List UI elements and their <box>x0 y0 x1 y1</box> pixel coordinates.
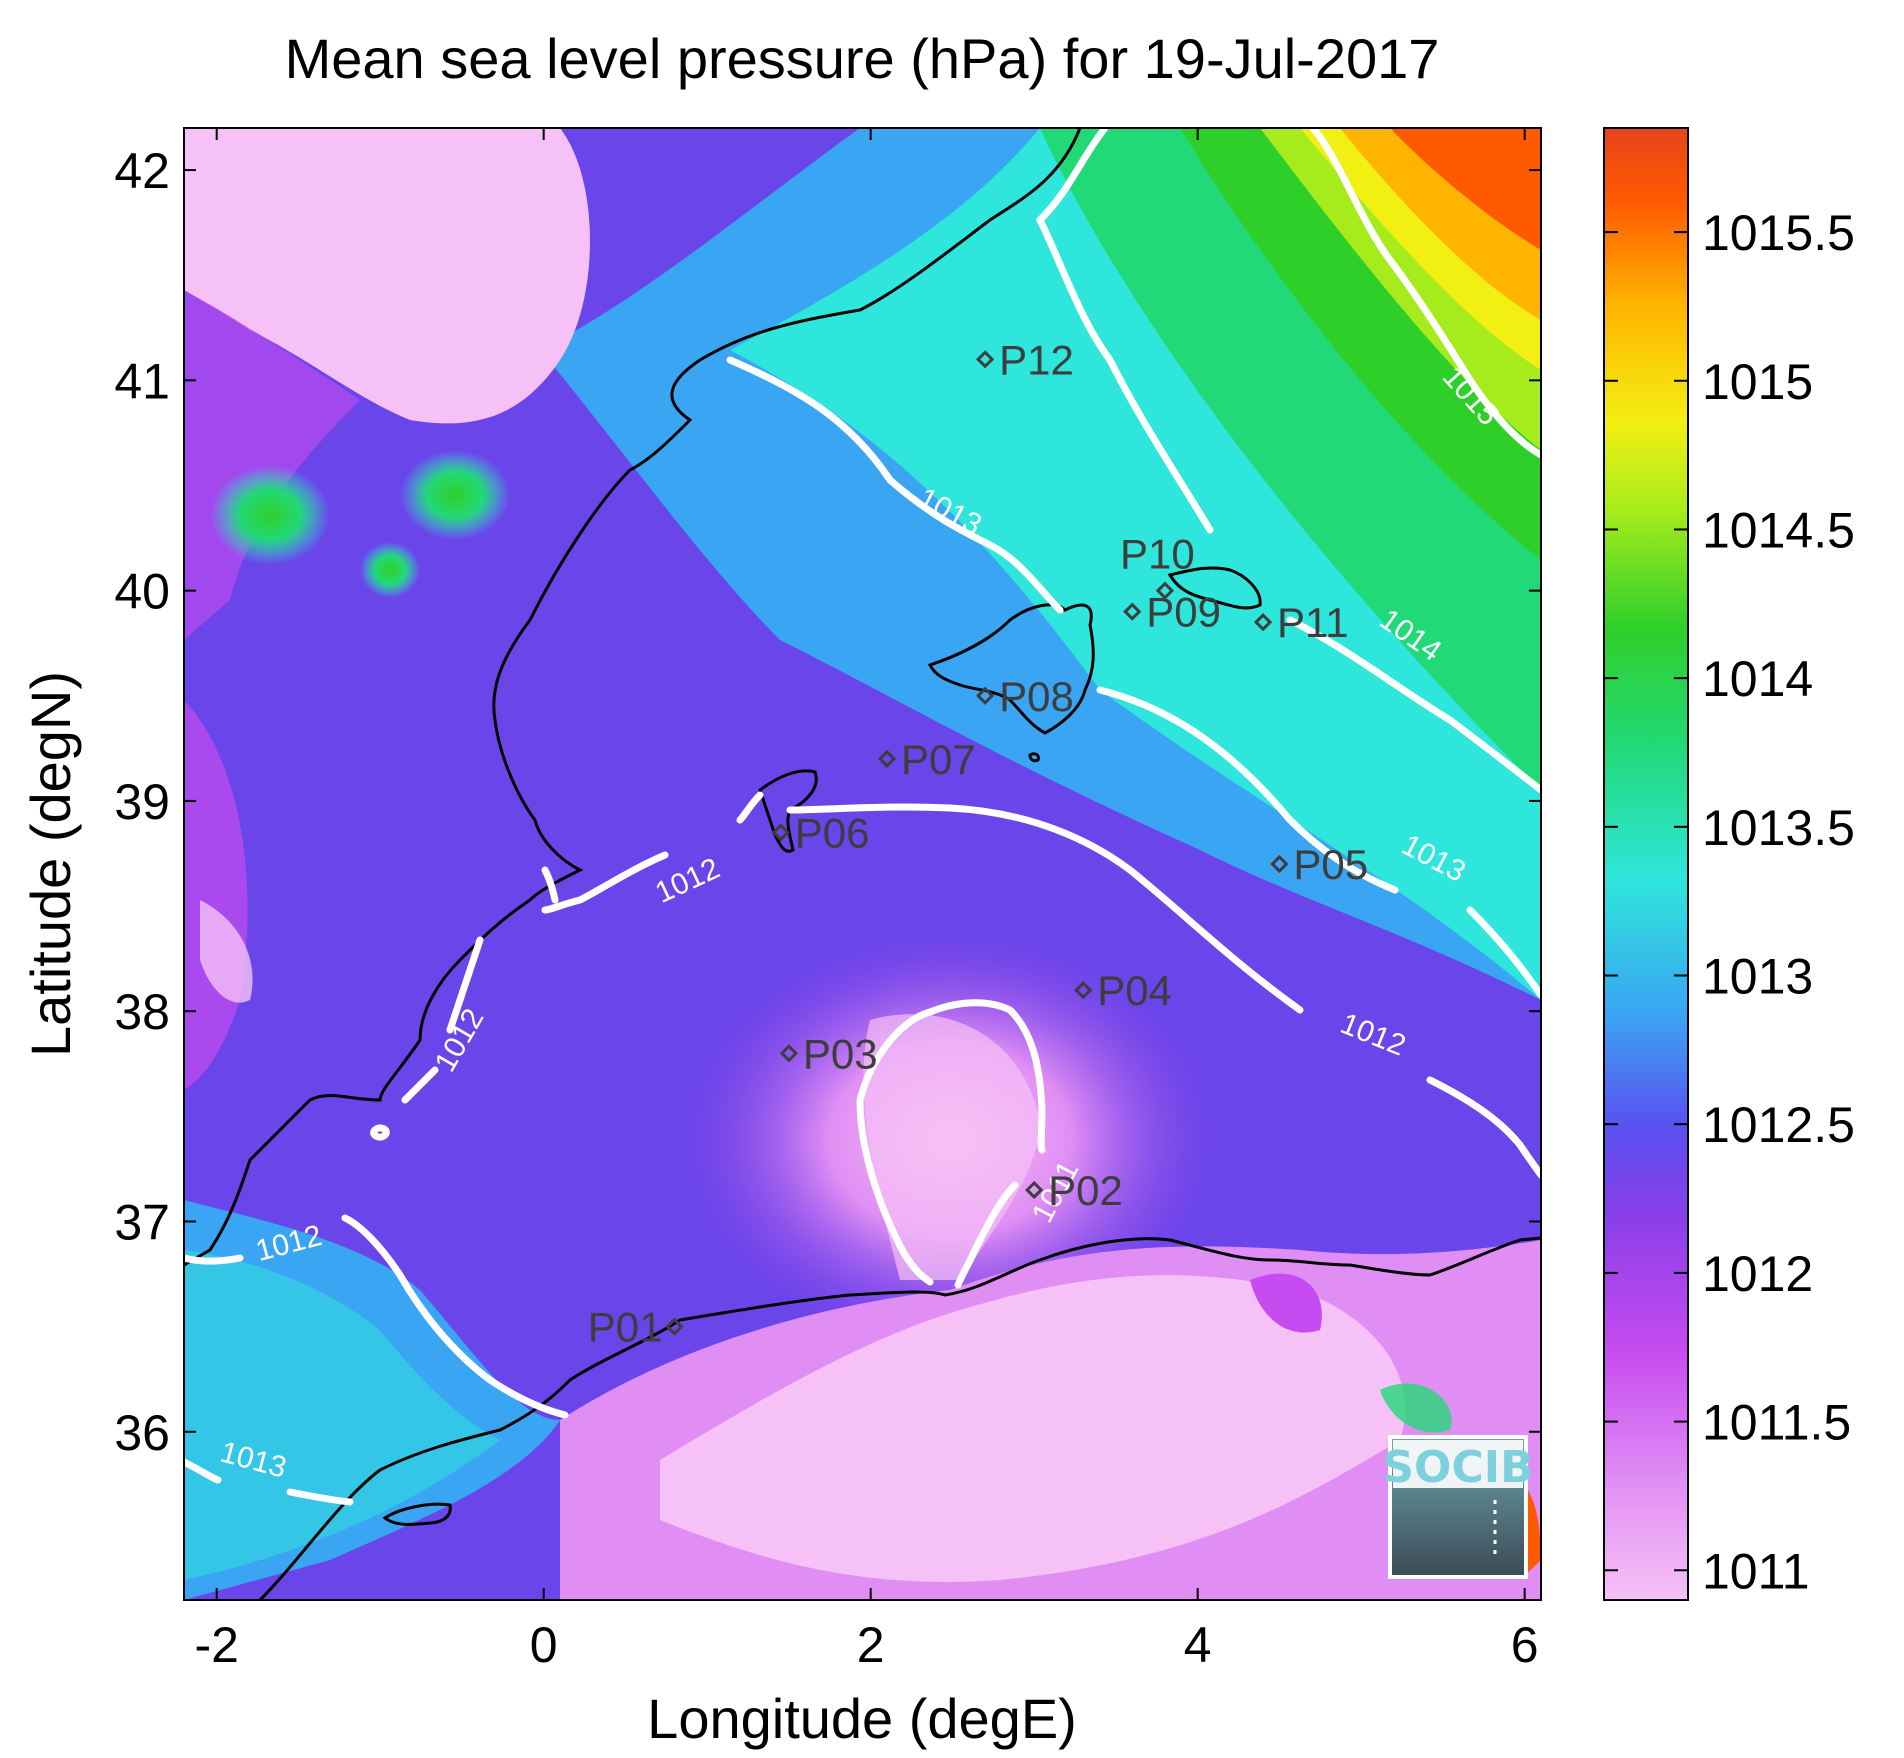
colorbar-tick-label: 1013 <box>1702 949 1813 1005</box>
station-marker <box>665 1317 684 1336</box>
station-marker <box>975 350 995 369</box>
colorbar-tick-label: 1012.5 <box>1702 1097 1855 1153</box>
logo-text: SOCIB <box>1382 1442 1533 1493</box>
x-tick-label: -2 <box>194 1617 238 1673</box>
y-tick-label: 39 <box>114 774 170 830</box>
station-marker <box>1123 602 1142 621</box>
station-marker <box>1253 613 1273 632</box>
y-tick-label: 36 <box>114 1405 170 1461</box>
y-tick-label: 41 <box>114 353 170 409</box>
x-tick-label: 0 <box>530 1617 558 1673</box>
pressure-field: 1013 1014 1015 1013 1012 1012 1012 1012 … <box>184 128 1541 1600</box>
colorbar-tick-label: 1013.5 <box>1702 800 1855 856</box>
station-marker <box>771 823 790 842</box>
station-label: P02 <box>1048 1167 1123 1214</box>
x-tick-label: 2 <box>857 1617 885 1673</box>
station-label: P04 <box>1097 967 1172 1014</box>
station-marker <box>1270 854 1289 874</box>
y-axis-ticks: 36 37 38 39 40 41 42 <box>114 143 1541 1461</box>
x-axis-label: Longitude (degE) <box>647 1687 1077 1750</box>
colorbar-tick-label: 1012 <box>1702 1246 1813 1302</box>
colorbar-tick-label: 1014.5 <box>1702 502 1855 558</box>
colorbar-tick-label: 1011 <box>1702 1543 1810 1599</box>
station-label: P01 <box>588 1304 663 1351</box>
station-label: P03 <box>803 1030 878 1077</box>
station-markers: P01 P02 P03 P04 P05 P06 P07 P08 P09 P10 P11 P12 <box>588 336 1368 1350</box>
station-marker <box>779 1044 799 1063</box>
station-marker <box>1025 1180 1044 1200</box>
plot-frame <box>183 127 1542 1601</box>
colorbar-tick-label: 1011.5 <box>1702 1395 1851 1451</box>
station-marker <box>1155 581 1175 600</box>
station-marker <box>877 749 897 768</box>
colorbar-tick-label: 1015.5 <box>1702 205 1855 261</box>
socib-logo: SOCIB <box>1382 1435 1534 1579</box>
station-label: P06 <box>795 809 870 856</box>
x-tick-label: 4 <box>1184 1617 1212 1673</box>
station-label: P08 <box>999 673 1074 720</box>
map-title: Mean sea level pressure (hPa) for 19-Jul… <box>285 27 1440 90</box>
x-tick-label: 6 <box>1511 1617 1539 1673</box>
station-label: P07 <box>901 736 976 783</box>
colorbar-ticks: 1011 1011.5 1012 1012.5 1013 1013.5 1014 1014.5… <box>1604 205 1855 1599</box>
x-axis-ticks: -2 0 2 4 6 <box>194 128 1539 1673</box>
station-label: P10 <box>1120 531 1195 578</box>
station-label: P11 <box>1277 599 1349 646</box>
y-tick-label: 42 <box>114 143 170 199</box>
colorbar-tick-label: 1015 <box>1702 354 1813 410</box>
station-label: P09 <box>1146 589 1221 636</box>
station-label: P12 <box>999 336 1074 383</box>
colorbar: 1011 1011.5 1012 1012.5 1013 1013.5 1014 1014.5… <box>1603 127 1855 1601</box>
station-marker <box>975 686 995 705</box>
isobar-contours <box>184 128 1541 1506</box>
y-tick-label: 37 <box>114 1194 170 1250</box>
station-marker <box>1074 981 1093 1000</box>
y-tick-label: 38 <box>114 984 170 1040</box>
station-label: P05 <box>1293 841 1368 888</box>
y-tick-label: 40 <box>114 564 170 620</box>
y-axis-label: Latitude (degN) <box>19 671 82 1057</box>
colorbar-tick-label: 1014 <box>1702 651 1813 707</box>
